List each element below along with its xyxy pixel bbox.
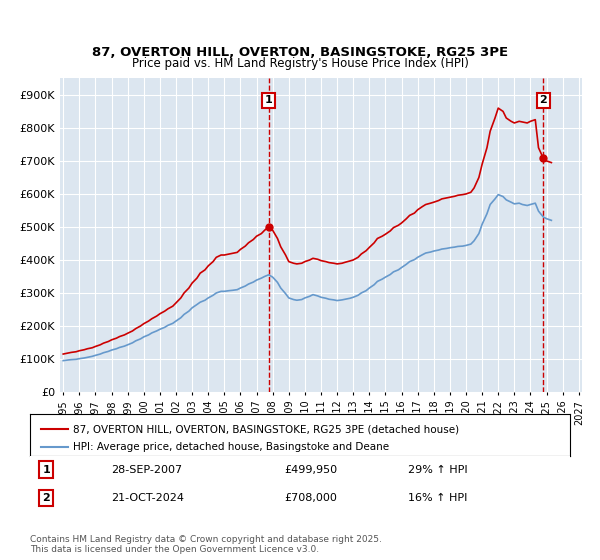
Text: 1: 1 <box>43 465 50 475</box>
Text: 29% ↑ HPI: 29% ↑ HPI <box>408 465 467 475</box>
Text: Contains HM Land Registry data © Crown copyright and database right 2025.
This d: Contains HM Land Registry data © Crown c… <box>30 535 382 554</box>
Text: 2: 2 <box>43 493 50 503</box>
Text: 16% ↑ HPI: 16% ↑ HPI <box>408 493 467 503</box>
Text: 21-OCT-2024: 21-OCT-2024 <box>111 493 184 503</box>
Text: 87, OVERTON HILL, OVERTON, BASINGSTOKE, RG25 3PE: 87, OVERTON HILL, OVERTON, BASINGSTOKE, … <box>92 46 508 59</box>
Text: HPI: Average price, detached house, Basingstoke and Deane: HPI: Average price, detached house, Basi… <box>73 442 389 452</box>
Text: 1: 1 <box>265 95 272 105</box>
Text: 2: 2 <box>539 95 547 105</box>
Text: £499,950: £499,950 <box>284 465 337 475</box>
Text: £708,000: £708,000 <box>284 493 337 503</box>
Text: 28-SEP-2007: 28-SEP-2007 <box>111 465 182 475</box>
Text: 87, OVERTON HILL, OVERTON, BASINGSTOKE, RG25 3PE (detached house): 87, OVERTON HILL, OVERTON, BASINGSTOKE, … <box>73 424 460 434</box>
Text: Price paid vs. HM Land Registry's House Price Index (HPI): Price paid vs. HM Land Registry's House … <box>131 57 469 70</box>
